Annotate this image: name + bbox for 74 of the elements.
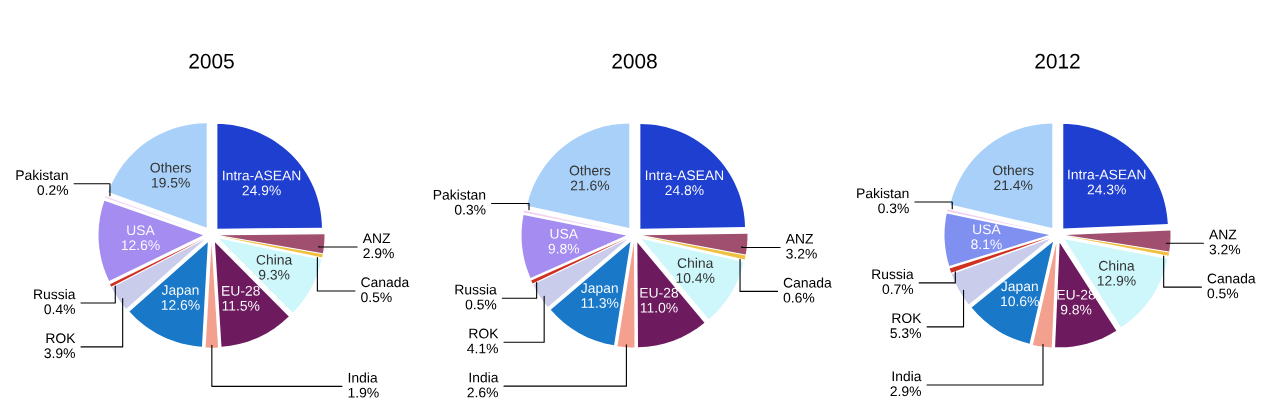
data-label: 5.3% xyxy=(890,328,921,339)
data-label: 0.3% xyxy=(878,203,909,214)
slice-label: USA xyxy=(127,225,155,236)
slice-label: Others xyxy=(150,162,191,173)
data-label: 9.8% xyxy=(548,243,580,254)
slice-label: Japan xyxy=(1001,281,1038,294)
data-label: 8.1% xyxy=(971,239,1002,250)
data-label: 21.4% xyxy=(994,180,1033,191)
data-label: 1.9% xyxy=(348,387,379,398)
data-label: 19.5% xyxy=(152,177,190,188)
slice-label: Intra-ASEAN xyxy=(645,170,724,181)
data-label: 0.6% xyxy=(783,292,815,303)
slice-label: Canada xyxy=(783,277,832,288)
slice-label: Others xyxy=(569,165,611,176)
slice-label: India xyxy=(348,372,378,383)
data-label: 12.6% xyxy=(121,240,160,251)
data-label: 2.9% xyxy=(363,248,394,259)
slice-label: Pakistan xyxy=(433,189,486,200)
slice-label: Russia xyxy=(455,284,497,295)
data-label: 24.3% xyxy=(1087,184,1126,195)
data-label: 11.3% xyxy=(581,298,619,308)
slice-label: USA xyxy=(973,224,1001,235)
data-label: 3.2% xyxy=(1209,244,1241,255)
data-label: 0.3% xyxy=(454,204,486,215)
slice-label: ROK xyxy=(469,328,499,339)
data-label: 11.5% xyxy=(222,300,260,311)
data-label: 21.6% xyxy=(570,180,610,191)
data-label: 0.5% xyxy=(465,299,497,310)
data-label: 4.1% xyxy=(467,343,498,354)
data-label: 0.2% xyxy=(37,185,69,195)
data-label: 9.8% xyxy=(1060,304,1092,315)
slice-label: Japan xyxy=(161,285,199,298)
slice-label: India xyxy=(892,371,922,382)
chart-title: 2008 xyxy=(612,53,657,69)
data-label: 2.9% xyxy=(890,386,921,397)
slice-label: EU-28 xyxy=(222,285,260,296)
data-label: 0.5% xyxy=(361,292,392,303)
data-label: 9.3% xyxy=(258,269,290,280)
slice-label: Intra-ASEAN xyxy=(223,170,301,181)
slice-label: Russia xyxy=(34,289,76,300)
slice-label: Russia xyxy=(872,268,914,280)
data-label: 10.4% xyxy=(676,273,715,283)
data-label: 0.4% xyxy=(44,304,75,315)
slice-label: ANZ xyxy=(785,234,814,244)
slice-label: ROK xyxy=(892,313,922,324)
slice-label: Others xyxy=(993,165,1034,176)
slice-label: USA xyxy=(550,228,579,239)
slice-label: ANZ xyxy=(362,233,391,244)
data-label: 12.9% xyxy=(1097,275,1136,286)
slice-label: ANZ xyxy=(1209,229,1237,240)
slice-label: China xyxy=(256,254,293,265)
slice-label: Canada xyxy=(1207,273,1256,284)
data-label: 24.9% xyxy=(242,185,281,196)
slice-label: Intra-ASEAN xyxy=(1068,169,1146,180)
slice-label: China xyxy=(1099,260,1135,271)
data-label: 0.5% xyxy=(1207,288,1239,299)
chart-title: 2012 xyxy=(1035,53,1080,69)
data-label: 11.0% xyxy=(640,302,678,313)
chart-title: 2005 xyxy=(189,53,234,69)
data-label: 12.6% xyxy=(161,300,200,310)
slice-label: Pakistan xyxy=(857,188,909,199)
slice-label: India xyxy=(469,372,499,383)
data-label: 2.6% xyxy=(467,387,498,398)
slice-label: ROK xyxy=(46,333,76,344)
slice-label: EU-28 xyxy=(640,287,679,298)
slice-label: Canada xyxy=(361,276,410,288)
data-label: 3.2% xyxy=(786,248,817,259)
slice-label: Pakistan xyxy=(16,169,68,181)
data-label: 10.6% xyxy=(1001,296,1039,307)
data-label: 0.7% xyxy=(882,284,914,295)
data-label: 3.9% xyxy=(44,348,75,359)
data-label: 24.8% xyxy=(665,185,704,196)
slice-label: China xyxy=(677,257,714,268)
slice-label: Japan xyxy=(581,283,618,296)
